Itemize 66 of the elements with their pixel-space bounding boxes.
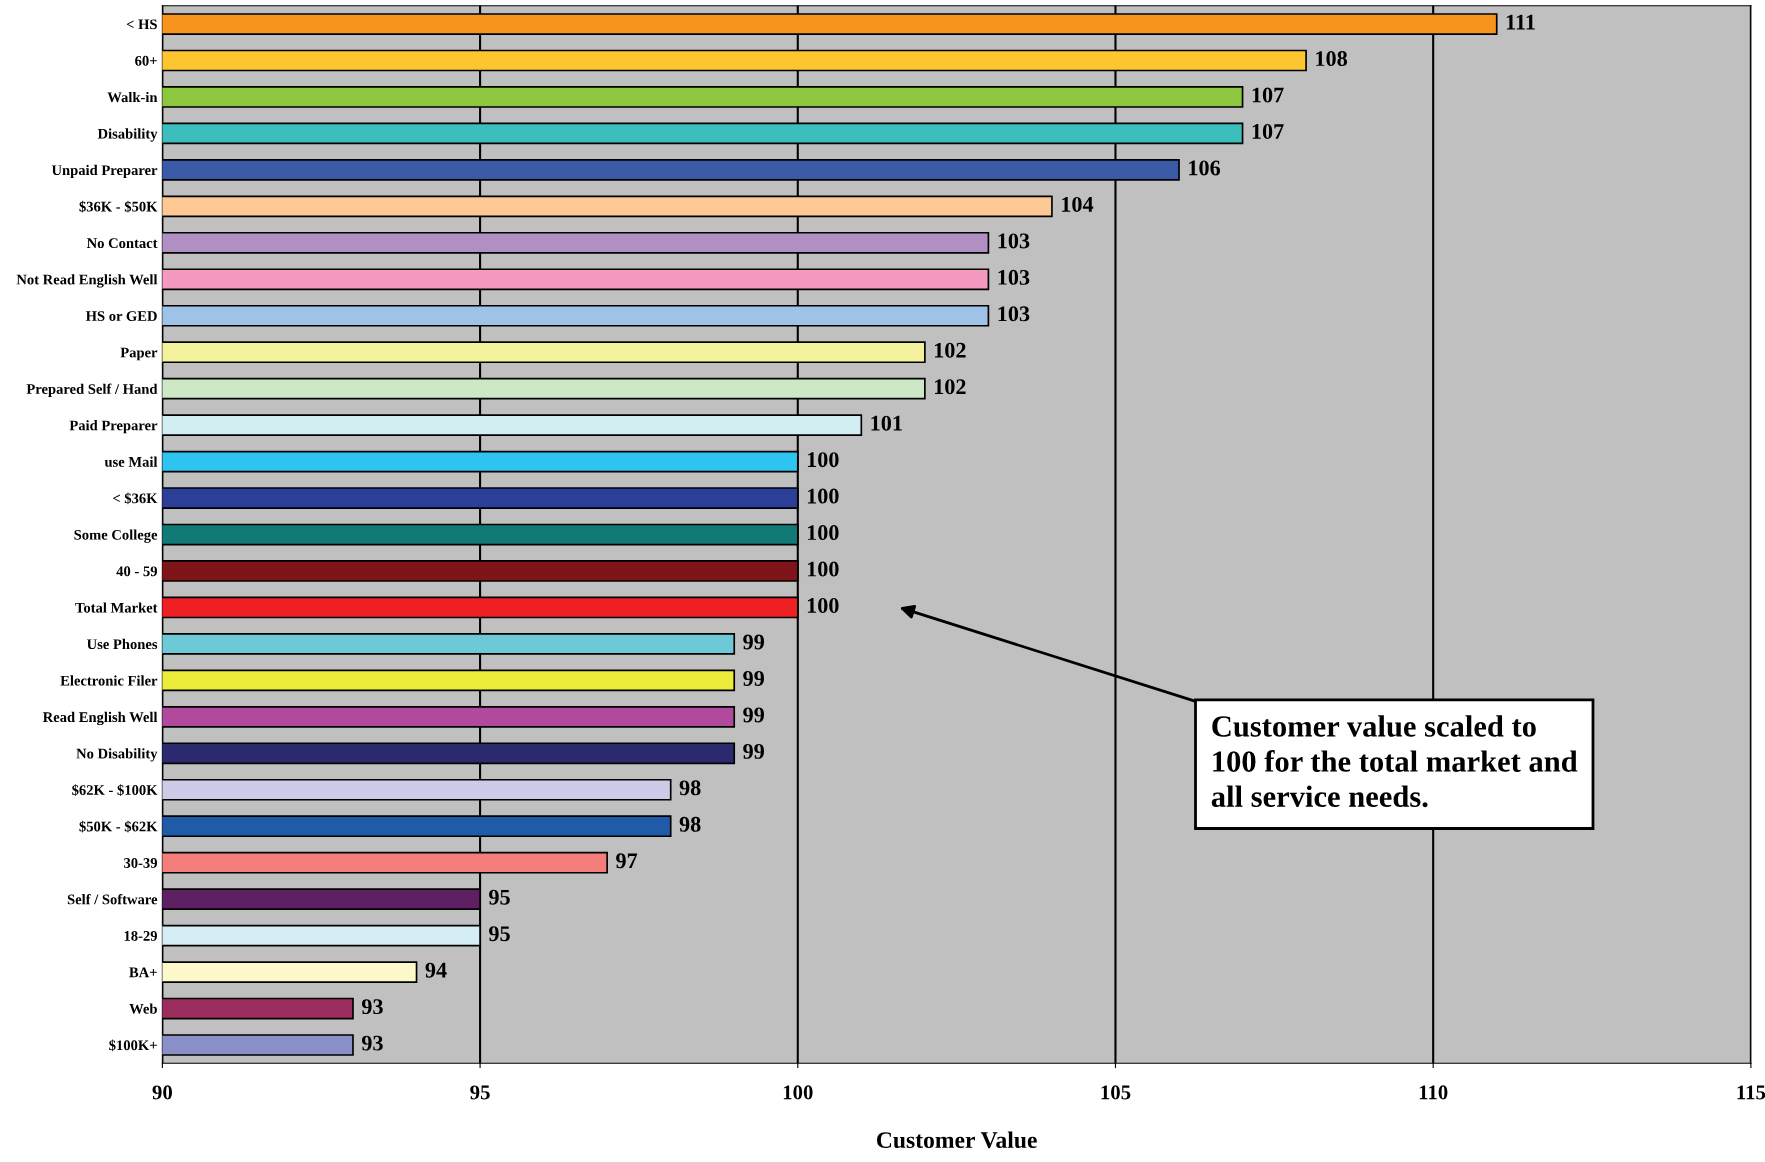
y-tick-label: Web	[129, 1003, 157, 1014]
data-label: 93	[361, 1035, 383, 1051]
data-label: 103	[998, 233, 1030, 249]
y-tick-label: Paid Preparer	[69, 420, 158, 434]
data-label: 100	[807, 561, 839, 577]
y-tick-label: 30-39	[124, 858, 157, 868]
annotation: Customer value scaled to 100 for the total market and all service needs.	[1211, 715, 1578, 808]
data-label: 103	[998, 269, 1030, 285]
y-tick-label: Disability	[97, 128, 158, 142]
y-tick-label: Paper	[120, 347, 158, 361]
data-label: 104	[1062, 196, 1094, 212]
y-tick-label: $100K+	[109, 1039, 157, 1052]
data-label: 99	[743, 634, 764, 650]
data-label: 107	[1252, 124, 1284, 139]
y-tick-label: Not Read English Well	[16, 274, 158, 288]
y-tick-label: Some College	[74, 529, 158, 543]
y-tick-label: Electronic Filer	[60, 675, 158, 686]
x-tick-label: 105	[1101, 1085, 1131, 1100]
data-label: 100	[807, 488, 839, 504]
data-label: 99	[743, 743, 764, 759]
data-label: 93	[361, 999, 383, 1015]
x-tick-label: 90	[152, 1085, 172, 1100]
data-label: 108	[1316, 51, 1348, 67]
data-label: 100	[807, 598, 839, 614]
y-tick-label: BA+	[129, 967, 157, 978]
y-tick-label: No Contact	[86, 238, 158, 249]
data-label: 107	[1252, 87, 1284, 103]
y-tick-label: Read English Well	[42, 711, 158, 726]
data-label: 100	[807, 525, 839, 541]
y-tick-label: < $36K	[113, 492, 158, 505]
y-tick-label: Unpaid Preparer	[51, 164, 158, 179]
data-label: 95	[489, 926, 510, 942]
data-label: 98	[679, 780, 701, 796]
y-tick-label: $62K - $100K	[72, 784, 158, 796]
data-label: 103	[998, 306, 1030, 322]
data-label: 98	[679, 816, 701, 832]
data-label: 102	[934, 342, 966, 358]
y-tick-label: $50K - $62K	[79, 820, 158, 833]
y-tick-label: HS or GED	[85, 311, 157, 321]
data-label: 95	[489, 889, 510, 905]
y-tick-label: < HS	[126, 19, 157, 30]
data-label: 94	[425, 962, 447, 978]
x-tick-label: 100	[783, 1085, 813, 1100]
y-tick-label: Prepared Self / Hand	[26, 383, 158, 397]
x-tick-label: 115	[1737, 1085, 1765, 1100]
data-label: 99	[743, 671, 764, 686]
data-label: 97	[616, 853, 638, 869]
y-tick-label: use Mail	[104, 456, 158, 467]
y-tick-label: 40 - 59	[116, 566, 157, 577]
y-tick-label: 60+	[135, 55, 157, 66]
data-label: 99	[743, 707, 764, 723]
y-tick-label: Walk-in	[107, 91, 158, 103]
data-label: 100	[807, 452, 839, 468]
x-axis-title: Customer Value	[876, 1131, 1037, 1149]
y-tick-label: No Disability	[76, 748, 158, 762]
y-tick-label: Total Market	[75, 602, 158, 613]
y-tick-label: Self / Software	[67, 893, 158, 905]
x-tick-label: 110	[1419, 1085, 1448, 1100]
y-tick-label: Use Phones	[86, 638, 158, 650]
y-tick-label: $36K - $50K	[79, 200, 158, 213]
data-label: 111	[1506, 14, 1535, 30]
data-label: 101	[871, 415, 902, 431]
x-tick-label: 95	[470, 1085, 490, 1100]
y-tick-label: 18-29	[124, 930, 157, 941]
data-label: 106	[1189, 160, 1221, 176]
data-label: 102	[934, 379, 966, 395]
